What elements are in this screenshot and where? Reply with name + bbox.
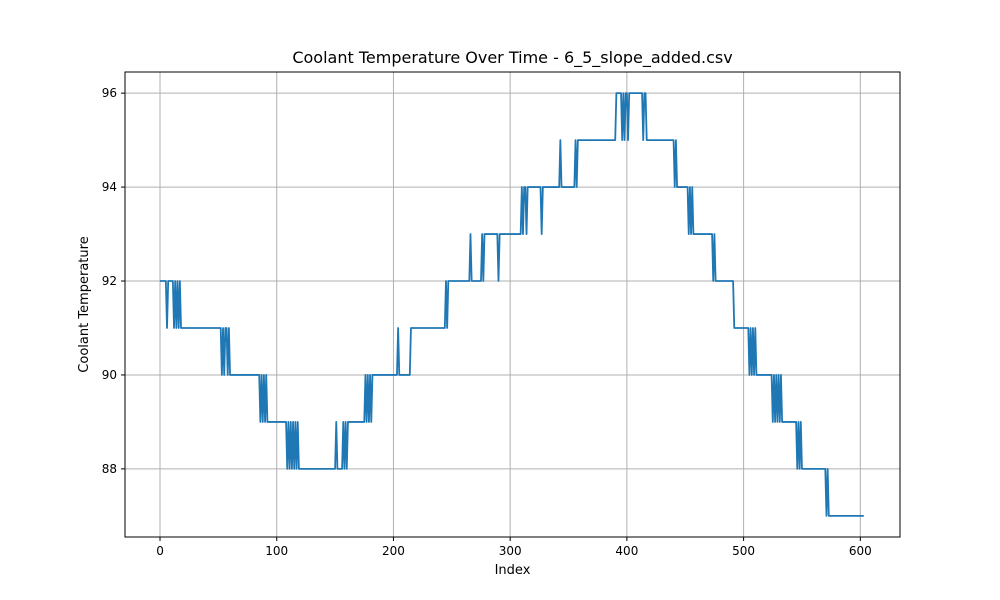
series-layer	[160, 92, 864, 517]
series-line	[160, 92, 864, 517]
plot-frame	[124, 71, 901, 538]
x-tick-label: 100	[265, 544, 288, 558]
y-axis-label: Coolant Temperature	[77, 236, 92, 372]
x-tick-label: 200	[382, 544, 405, 558]
y-tick-label: 90	[102, 368, 117, 382]
x-tick-label: 400	[615, 544, 638, 558]
x-tick-label: 300	[499, 544, 522, 558]
y-tick-label: 92	[102, 274, 117, 288]
x-tick-label: 600	[849, 544, 872, 558]
x-axis-label: Index	[495, 563, 531, 578]
x-tick-label: 500	[732, 544, 755, 558]
x-tick-label: 0	[156, 544, 164, 558]
y-tick-label: 94	[102, 180, 117, 194]
axis-ticks: 0 100 200 300 400 500 600 88 90 92 94 96	[102, 86, 872, 558]
y-tick-label: 88	[102, 462, 117, 476]
y-tick-label: 96	[102, 86, 117, 100]
chart-title: Coolant Temperature Over Time - 6_5_slop…	[292, 48, 732, 68]
